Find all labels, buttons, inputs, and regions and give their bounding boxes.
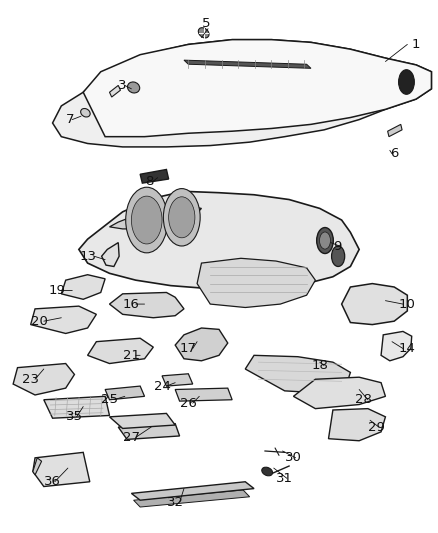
Text: 19: 19 <box>49 284 65 297</box>
Polygon shape <box>197 259 315 308</box>
Polygon shape <box>13 364 74 395</box>
Text: 26: 26 <box>180 397 197 410</box>
Text: 18: 18 <box>311 359 328 372</box>
Text: 14: 14 <box>399 342 416 355</box>
Text: 9: 9 <box>333 239 342 253</box>
Polygon shape <box>110 414 175 429</box>
Polygon shape <box>53 39 431 147</box>
Polygon shape <box>162 374 193 386</box>
Polygon shape <box>44 397 110 418</box>
Text: 16: 16 <box>123 297 140 311</box>
Text: 31: 31 <box>276 472 293 485</box>
Circle shape <box>126 187 168 253</box>
Ellipse shape <box>198 28 209 38</box>
Text: 1: 1 <box>412 38 420 51</box>
Polygon shape <box>83 39 431 136</box>
Text: 6: 6 <box>390 147 399 160</box>
Ellipse shape <box>127 82 140 93</box>
Polygon shape <box>131 482 254 500</box>
Text: 25: 25 <box>101 393 118 406</box>
Polygon shape <box>110 293 184 318</box>
Ellipse shape <box>319 232 330 249</box>
Polygon shape <box>140 169 169 183</box>
Text: 13: 13 <box>79 250 96 263</box>
Text: 7: 7 <box>66 113 74 126</box>
Text: 36: 36 <box>44 475 61 488</box>
Polygon shape <box>175 388 232 401</box>
Text: 3: 3 <box>118 79 127 92</box>
Text: 5: 5 <box>201 18 210 30</box>
Circle shape <box>169 197 195 238</box>
Polygon shape <box>105 386 145 400</box>
Ellipse shape <box>262 467 272 476</box>
Polygon shape <box>184 60 311 68</box>
Text: 10: 10 <box>399 297 416 311</box>
Text: 8: 8 <box>145 175 153 188</box>
Polygon shape <box>118 424 180 439</box>
Polygon shape <box>175 328 228 361</box>
Circle shape <box>131 196 162 244</box>
Polygon shape <box>110 205 201 229</box>
Polygon shape <box>88 338 153 364</box>
Polygon shape <box>381 332 412 361</box>
Polygon shape <box>31 306 96 334</box>
Text: 27: 27 <box>123 431 140 444</box>
Ellipse shape <box>317 228 333 254</box>
Polygon shape <box>110 85 120 97</box>
Text: 35: 35 <box>66 410 83 423</box>
Text: 32: 32 <box>167 496 184 509</box>
Text: 24: 24 <box>154 379 170 393</box>
Polygon shape <box>61 274 105 300</box>
Polygon shape <box>33 453 90 487</box>
Text: 30: 30 <box>285 451 302 464</box>
Text: 21: 21 <box>123 349 140 362</box>
Polygon shape <box>134 490 250 507</box>
Polygon shape <box>33 458 42 475</box>
Text: 29: 29 <box>368 421 385 433</box>
Text: 17: 17 <box>180 342 197 355</box>
Polygon shape <box>342 284 407 325</box>
Text: 23: 23 <box>22 373 39 386</box>
Polygon shape <box>102 243 119 266</box>
Polygon shape <box>388 124 402 136</box>
Ellipse shape <box>332 246 345 266</box>
Circle shape <box>163 189 200 246</box>
Polygon shape <box>245 356 350 393</box>
Polygon shape <box>293 377 385 409</box>
Polygon shape <box>328 409 385 441</box>
Polygon shape <box>79 191 359 288</box>
Ellipse shape <box>81 109 90 117</box>
Text: 20: 20 <box>31 314 48 328</box>
Circle shape <box>399 70 414 94</box>
Text: 28: 28 <box>355 393 372 406</box>
